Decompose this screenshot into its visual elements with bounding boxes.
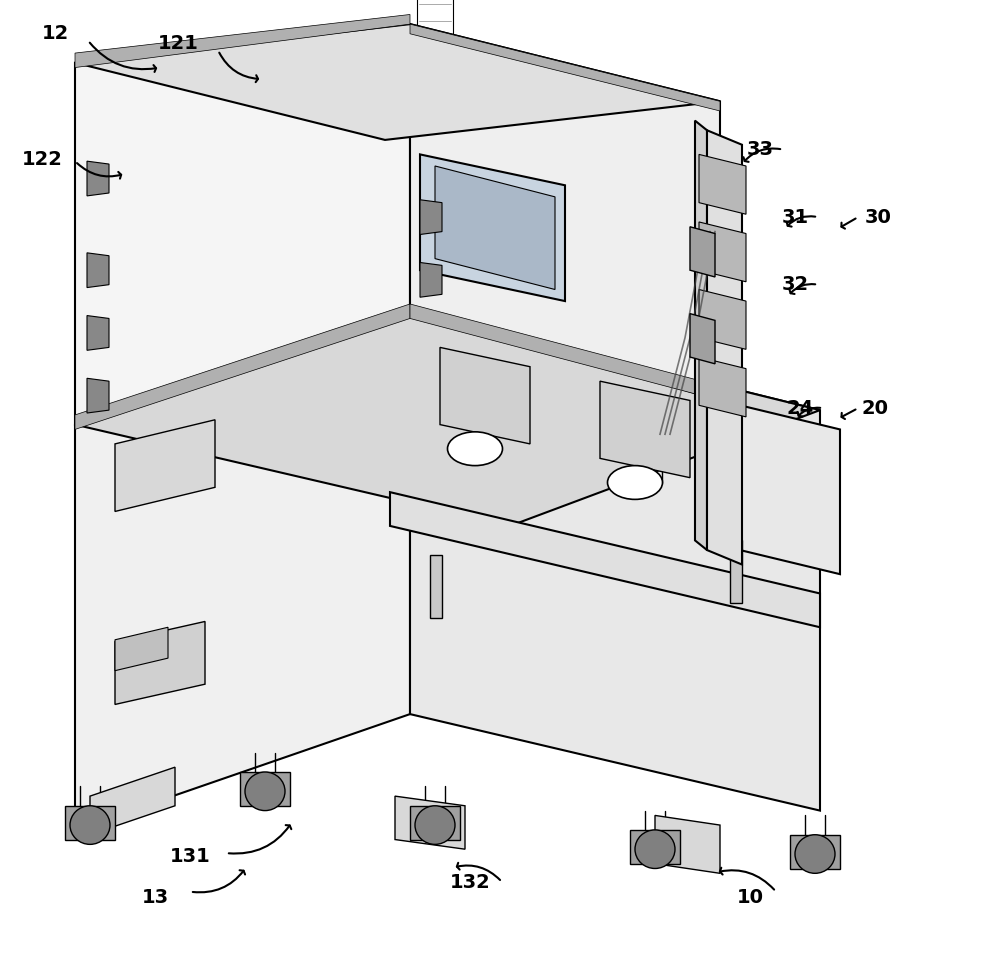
Text: 31: 31 (781, 207, 809, 227)
Ellipse shape (608, 466, 662, 500)
Text: 13: 13 (141, 888, 169, 907)
Text: 121: 121 (158, 34, 198, 53)
Polygon shape (75, 309, 410, 830)
Text: 20: 20 (862, 399, 889, 418)
Polygon shape (699, 290, 746, 349)
Polygon shape (87, 316, 109, 350)
Polygon shape (75, 24, 410, 425)
Text: 24: 24 (786, 399, 814, 418)
Circle shape (245, 772, 285, 811)
Polygon shape (75, 24, 720, 140)
Polygon shape (707, 130, 742, 565)
Text: 10: 10 (736, 888, 764, 907)
Text: 131: 131 (170, 847, 210, 867)
Polygon shape (420, 200, 442, 234)
Text: 122: 122 (22, 150, 62, 169)
Polygon shape (695, 121, 707, 550)
Polygon shape (699, 357, 746, 417)
Polygon shape (699, 222, 746, 282)
Text: 132: 132 (450, 872, 490, 892)
Polygon shape (435, 166, 555, 290)
Polygon shape (75, 309, 820, 526)
Polygon shape (65, 806, 115, 840)
Polygon shape (410, 24, 720, 111)
Polygon shape (395, 796, 465, 849)
Polygon shape (690, 314, 715, 364)
Polygon shape (420, 262, 442, 297)
Circle shape (635, 830, 675, 868)
Polygon shape (410, 140, 720, 400)
Polygon shape (410, 806, 460, 840)
Polygon shape (730, 540, 742, 603)
Polygon shape (410, 304, 720, 400)
Polygon shape (90, 767, 175, 835)
Polygon shape (630, 830, 680, 864)
Polygon shape (655, 815, 720, 873)
Polygon shape (87, 378, 109, 413)
Circle shape (795, 835, 835, 873)
Polygon shape (75, 304, 410, 429)
Text: 30: 30 (865, 207, 891, 227)
Polygon shape (390, 492, 820, 627)
Polygon shape (600, 381, 690, 478)
Text: 32: 32 (781, 275, 809, 294)
Polygon shape (240, 772, 290, 806)
Text: 12: 12 (41, 24, 69, 43)
Polygon shape (690, 227, 715, 277)
Polygon shape (790, 835, 840, 868)
Polygon shape (720, 400, 840, 574)
Polygon shape (699, 154, 746, 214)
Polygon shape (75, 14, 410, 68)
Ellipse shape (448, 432, 503, 466)
Polygon shape (87, 253, 109, 288)
Polygon shape (410, 309, 820, 811)
Circle shape (70, 806, 110, 844)
Polygon shape (430, 555, 442, 618)
Polygon shape (420, 154, 565, 301)
Polygon shape (115, 627, 168, 671)
Polygon shape (87, 161, 109, 196)
Polygon shape (115, 621, 205, 704)
Polygon shape (115, 420, 215, 511)
Polygon shape (440, 347, 530, 444)
Circle shape (415, 806, 455, 844)
Polygon shape (410, 24, 720, 400)
Text: 33: 33 (746, 140, 774, 159)
